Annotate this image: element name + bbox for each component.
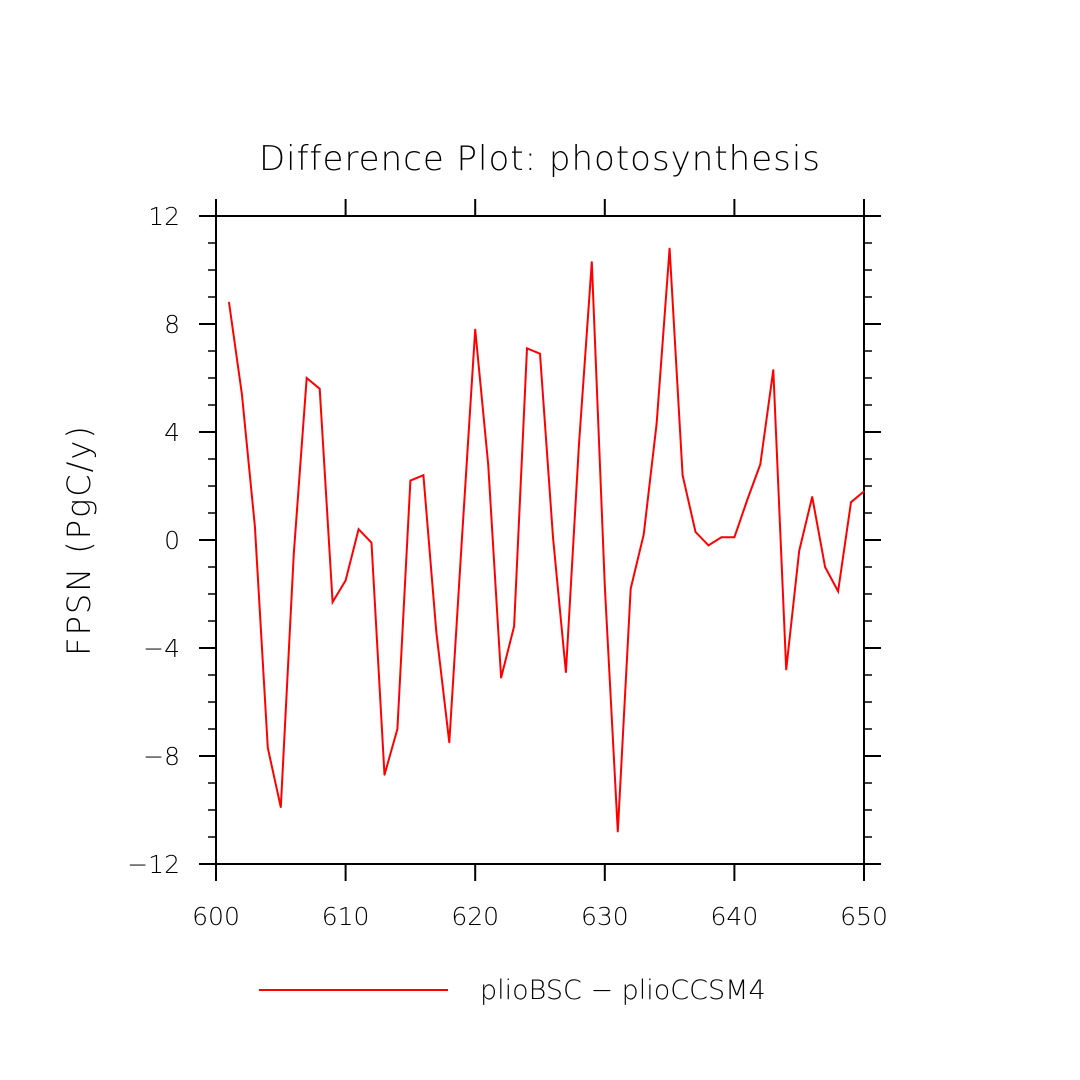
y-tick-label: −8 — [143, 742, 180, 771]
axis-tick-labels: 600 610 620 630 640 650 −12 −8 −4 0 4 8 12 — [127, 202, 888, 931]
data-point — [422, 474, 425, 477]
data-point — [357, 528, 360, 530]
data-point — [409, 479, 412, 482]
legend: plioBSC − plioCCSM4 — [259, 975, 766, 1006]
data-point — [461, 533, 464, 536]
data-point — [837, 590, 839, 593]
y-tick-label: −4 — [143, 634, 180, 663]
data-point — [305, 377, 308, 379]
x-tick-label: 620 — [451, 902, 499, 931]
data-point — [629, 587, 632, 590]
x-tick-label: 600 — [192, 902, 240, 931]
data-point — [720, 536, 723, 539]
data-point — [591, 261, 593, 263]
data-point — [228, 301, 230, 304]
y-tick-label: 0 — [164, 526, 180, 555]
x-tick-label: 650 — [840, 902, 888, 931]
legend-label: plioBSC − plioCCSM4 — [480, 975, 766, 1006]
data-point — [694, 531, 697, 533]
data-point — [241, 393, 243, 396]
data-point — [655, 423, 658, 425]
data-point — [500, 676, 502, 679]
data-point — [707, 544, 710, 547]
plot-frame — [215, 215, 865, 865]
data-point — [344, 579, 347, 582]
data-point — [565, 671, 567, 674]
data-point — [850, 501, 852, 504]
data-point — [642, 533, 645, 536]
data-point — [331, 601, 334, 603]
data-point — [254, 525, 256, 528]
data-point — [811, 496, 813, 498]
data-point — [396, 728, 399, 730]
data-point — [772, 369, 775, 371]
data-point — [578, 444, 580, 447]
data-point — [280, 806, 282, 809]
y-axis-label: FPSN (PgC/y) — [60, 424, 98, 656]
data-point — [474, 328, 477, 331]
data-point — [798, 550, 800, 552]
data-point — [539, 352, 541, 355]
data-point — [487, 463, 489, 466]
data-point — [526, 347, 528, 350]
series-points — [228, 247, 865, 833]
axis-ticks — [199, 199, 881, 881]
data-point — [746, 498, 749, 501]
data-point — [681, 474, 684, 477]
data-point — [435, 631, 438, 633]
data-point — [513, 625, 515, 628]
y-tick-label: 8 — [164, 310, 180, 339]
data-point — [824, 566, 826, 568]
data-point — [292, 552, 295, 555]
data-point — [733, 536, 736, 539]
data-point — [267, 747, 269, 749]
data-point — [604, 585, 606, 587]
data-point — [383, 774, 386, 776]
x-tick-label: 640 — [711, 902, 759, 931]
data-point — [616, 830, 619, 833]
x-tick-label: 630 — [581, 902, 629, 931]
data-point — [552, 536, 554, 539]
data-point — [448, 741, 451, 744]
chart-title: Difference Plot: photosynthesis — [259, 139, 821, 179]
data-point — [668, 247, 671, 250]
y-tick-label: 4 — [164, 418, 180, 447]
y-tick-label: 12 — [148, 202, 180, 231]
data-point — [759, 463, 762, 466]
x-tick-label: 610 — [322, 902, 370, 931]
data-point — [785, 668, 788, 671]
data-point — [863, 490, 865, 493]
y-tick-label: −12 — [127, 850, 180, 879]
data-point — [370, 541, 373, 544]
data-point — [318, 388, 321, 390]
series-line-pliobsc-pliocssm4 — [228, 248, 865, 832]
